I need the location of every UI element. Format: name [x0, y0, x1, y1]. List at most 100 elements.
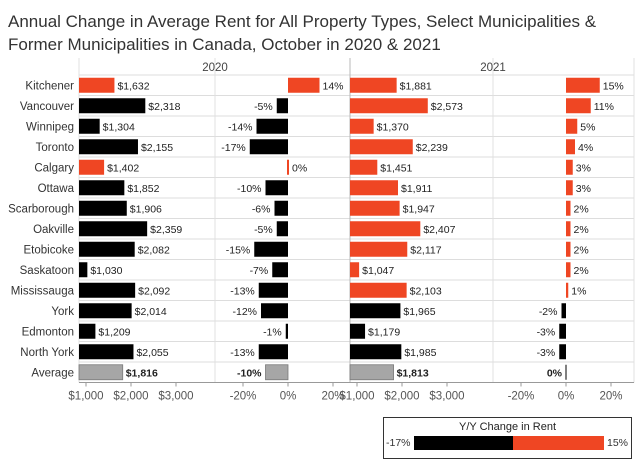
legend-title: Y/Y Change in Rent	[458, 421, 557, 433]
rent-bar	[350, 200, 400, 216]
change-value-label: 15%	[603, 80, 624, 92]
change-bar	[288, 77, 320, 93]
change-bar	[566, 262, 571, 278]
category-label: Edmonton	[22, 326, 74, 338]
category-label: North York	[20, 347, 74, 359]
change-bar	[566, 159, 573, 175]
category-label: Toronto	[36, 142, 74, 154]
change-bar	[566, 221, 571, 237]
change-value-label: 2%	[574, 244, 589, 256]
change-bar	[265, 364, 289, 381]
rent-value-label: $1,965	[403, 306, 435, 318]
rent-value-label: $1,852	[127, 183, 159, 195]
change-value-label: 1%	[571, 285, 586, 297]
rent-bar	[79, 118, 100, 134]
legend-gradient-bar	[414, 436, 604, 450]
x-tick-label: $1,000	[339, 391, 374, 403]
x-tick-label: 20%	[321, 391, 344, 403]
rent-bar	[79, 180, 125, 196]
change-bar	[254, 241, 288, 257]
rent-bar	[79, 77, 115, 93]
change-value-label: -1%	[263, 326, 282, 338]
rent-value-label: $2,407	[423, 224, 455, 236]
change-value-label: -13%	[230, 347, 255, 359]
change-value-label: 14%	[323, 80, 344, 92]
rent-bar	[79, 139, 138, 155]
change-value-label: 3%	[576, 162, 591, 174]
category-label: Scarborough	[8, 203, 74, 215]
change-value-label: -17%	[221, 142, 246, 154]
x-tick-label: -20%	[230, 391, 257, 403]
rent-bar	[79, 241, 135, 257]
category-label: York	[51, 306, 74, 318]
rent-bar	[79, 159, 105, 175]
rent-bar	[350, 303, 401, 319]
change-value-label: -5%	[254, 101, 273, 113]
category-label: Oakville	[33, 224, 74, 236]
change-bar	[566, 98, 591, 114]
rent-value-label: $2,014	[135, 306, 167, 318]
change-bar	[274, 200, 288, 216]
category-label: Etobicoke	[23, 244, 74, 256]
x-tick-label: 0%	[558, 391, 575, 403]
change-value-label: -14%	[228, 121, 253, 133]
rent-bar	[79, 344, 134, 360]
change-bar	[276, 98, 288, 114]
change-value-label: 0%	[292, 162, 307, 174]
rent-value-label: $2,155	[141, 142, 173, 154]
rent-value-label: $1,632	[117, 80, 149, 92]
change-value-label: 2%	[574, 203, 589, 215]
rent-bar	[350, 241, 408, 257]
rent-value-label: $1,451	[380, 162, 412, 174]
change-bar	[287, 159, 289, 175]
rent-value-label: $1,881	[400, 80, 432, 92]
rent-bar	[350, 323, 366, 339]
change-value-label: 2%	[574, 265, 589, 277]
rent-value-label: $1,813	[397, 367, 429, 379]
rent-bar	[350, 282, 407, 298]
rent-value-label: $1,906	[130, 203, 162, 215]
category-label: Ottawa	[38, 183, 75, 195]
change-value-label: -10%	[237, 183, 262, 195]
category-label: Mississauga	[11, 285, 75, 297]
change-value-label: -3%	[537, 347, 556, 359]
change-value-label: -10%	[237, 367, 262, 379]
category-label: Kitchener	[25, 80, 74, 92]
rent-bar	[350, 77, 397, 93]
rent-value-label: $1,816	[126, 367, 158, 379]
change-bar	[566, 77, 600, 93]
change-bar	[256, 118, 288, 134]
change-value-label: -5%	[254, 224, 273, 236]
change-bar	[249, 139, 288, 155]
x-tick-label: $1,000	[68, 391, 103, 403]
change-bar	[566, 282, 569, 298]
rent-value-label: $2,103	[410, 285, 442, 297]
change-bar	[559, 323, 566, 339]
rent-value-label: $2,359	[150, 224, 182, 236]
category-label: Calgary	[34, 162, 74, 174]
rent-bar	[78, 364, 124, 381]
change-bar	[258, 282, 288, 298]
rent-value-label: $2,239	[416, 142, 448, 154]
rent-bar	[79, 282, 136, 298]
rent-value-label: $2,318	[148, 101, 180, 113]
change-bar	[566, 180, 573, 196]
change-bar	[285, 323, 288, 339]
change-bar	[258, 344, 288, 360]
change-bar	[565, 364, 567, 380]
change-bar	[561, 303, 566, 319]
change-value-label: 5%	[580, 121, 595, 133]
change-value-label: 11%	[594, 101, 614, 113]
rent-value-label: $2,082	[138, 244, 170, 256]
change-value-label: 3%	[576, 183, 591, 195]
rent-value-label: $1,030	[90, 265, 122, 277]
category-label: Saskatoon	[20, 265, 74, 277]
change-value-label: 2%	[574, 224, 589, 236]
change-bar	[566, 118, 578, 134]
rent-bar	[349, 364, 394, 381]
change-value-label: -15%	[226, 244, 251, 256]
rent-bar	[79, 323, 96, 339]
change-bar	[559, 344, 566, 360]
rent-bar	[79, 200, 127, 216]
